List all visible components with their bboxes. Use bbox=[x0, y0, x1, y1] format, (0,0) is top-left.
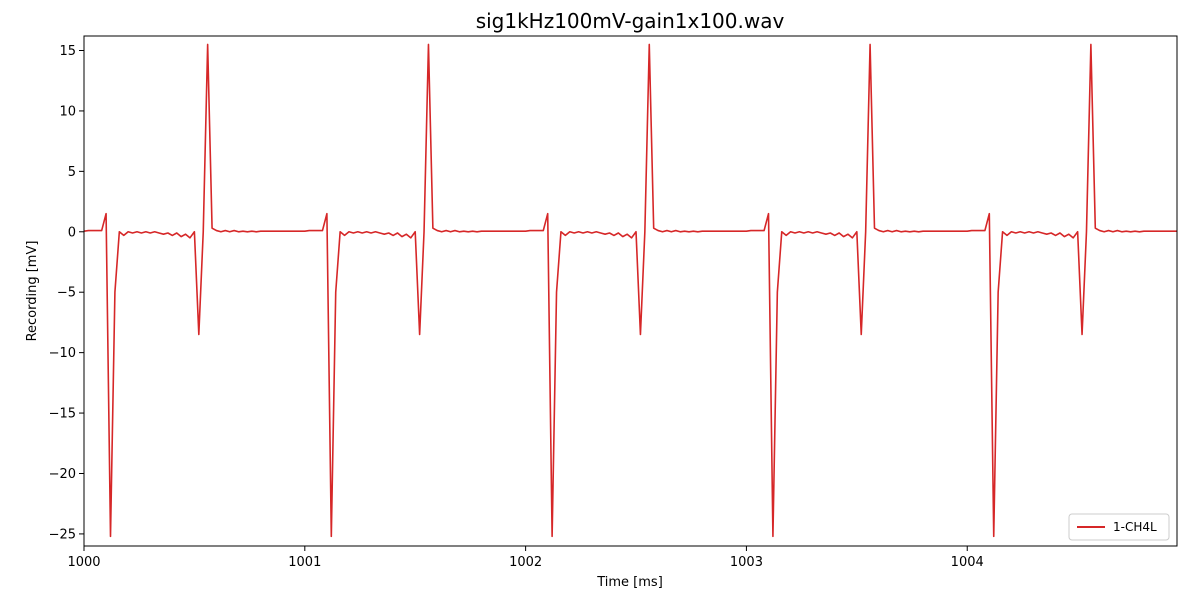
chart-title: sig1kHz100mV-gain1x100.wav bbox=[476, 9, 785, 33]
y-tick-label: 5 bbox=[68, 165, 76, 180]
y-axis: −25 −20 −15 −10 −5 0 5 10 15 bbox=[49, 44, 84, 542]
y-tick-label: 15 bbox=[59, 44, 76, 59]
x-tick-label: 1001 bbox=[288, 555, 321, 570]
legend-label-1-ch4l: 1-CH4L bbox=[1113, 520, 1157, 534]
x-axis-label: Time [ms] bbox=[596, 575, 663, 590]
plot-area bbox=[83, 35, 1178, 547]
legend: 1-CH4L bbox=[1068, 513, 1170, 541]
y-tick-label: −10 bbox=[49, 346, 76, 361]
y-tick-label: −20 bbox=[49, 467, 76, 482]
x-axis: 1000 1001 1002 1003 1004 bbox=[67, 546, 984, 570]
series-line-1-ch4l bbox=[84, 43, 1177, 538]
x-tick-label: 1004 bbox=[951, 555, 984, 570]
y-tick-label: 0 bbox=[68, 225, 76, 240]
y-tick-label: −25 bbox=[49, 527, 76, 542]
legend-box bbox=[1068, 513, 1170, 541]
y-axis-label: Recording [mV] bbox=[25, 241, 40, 342]
x-tick-label: 1003 bbox=[730, 555, 763, 570]
series-layer bbox=[84, 43, 1177, 538]
y-tick-label: 10 bbox=[59, 104, 76, 119]
x-tick-label: 1000 bbox=[67, 555, 100, 570]
y-tick-label: −15 bbox=[49, 407, 76, 422]
x-tick-label: 1002 bbox=[509, 555, 542, 570]
plot-frame bbox=[83, 35, 1178, 547]
y-tick-label: −5 bbox=[57, 286, 76, 301]
